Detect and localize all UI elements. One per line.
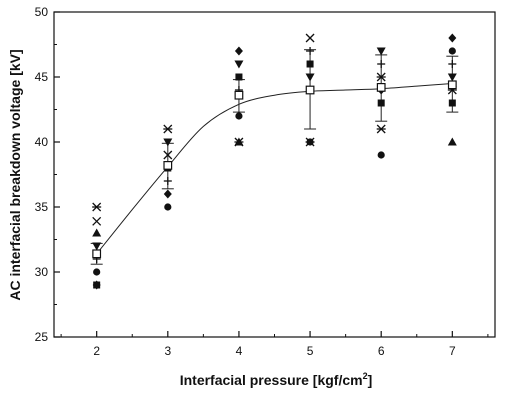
data-points xyxy=(92,33,457,290)
mean-points xyxy=(92,80,457,259)
x-tick-label: 3 xyxy=(164,344,171,358)
data-point-plus xyxy=(306,47,315,55)
marker-shape xyxy=(447,73,457,82)
marker-shape xyxy=(92,280,101,290)
marker-shape xyxy=(377,99,385,107)
y-tick-label: 25 xyxy=(35,330,49,344)
data-point-cross xyxy=(92,216,102,226)
x-tick-label: 7 xyxy=(449,344,456,358)
data-point-filled-circle xyxy=(164,203,172,211)
data-point-filled-diamond xyxy=(448,33,457,43)
data-point-filled-diamond xyxy=(92,280,101,290)
data-point-filled-triangle-up xyxy=(447,137,457,146)
data-point-cross xyxy=(163,150,173,160)
data-point-filled-diamond xyxy=(163,189,172,199)
data-point-filled-triangle-down xyxy=(447,73,457,82)
marker-shape xyxy=(234,60,244,69)
data-point-filled-triangle-up xyxy=(92,228,102,237)
marker-shape xyxy=(448,99,456,107)
x-axis-label-main: Interfacial pressure [kgf/cm xyxy=(180,372,363,388)
data-point-filled-triangle-down xyxy=(92,242,102,251)
error-bars xyxy=(90,49,459,265)
x-axis-label: Interfacial pressure [kgf/cm2] xyxy=(180,371,373,388)
data-point-filled-circle xyxy=(235,112,243,120)
data-point-filled-triangle-down xyxy=(305,73,315,82)
data-point-plus xyxy=(377,60,386,68)
data-point-open-square xyxy=(376,82,386,92)
marker-shape xyxy=(234,46,243,56)
data-point-asterisk xyxy=(376,72,386,82)
marker-shape xyxy=(376,82,386,92)
data-point-filled-triangle-down xyxy=(234,60,244,69)
data-point-filled-diamond xyxy=(234,46,243,56)
marker-stroke xyxy=(305,33,315,43)
marker-shape xyxy=(448,33,457,43)
y-tick-label: 50 xyxy=(35,5,49,19)
data-point-asterisk xyxy=(92,202,102,212)
data-point-filled-square xyxy=(448,99,456,107)
marker-shape xyxy=(164,203,172,211)
marker-shape xyxy=(92,249,102,259)
y-tick-label: 30 xyxy=(35,265,49,279)
fit-curve-line xyxy=(96,83,453,255)
y-axis-ticks: 25 30 35 40 45 50 xyxy=(35,5,60,344)
data-point-filled-square xyxy=(306,60,314,68)
y-axis-label: AC interfacial breakdown voltage [kV] xyxy=(7,49,23,300)
data-point-open-square xyxy=(163,161,173,170)
data-point-asterisk xyxy=(234,137,244,147)
data-point-cross xyxy=(305,33,315,43)
marker-stroke xyxy=(163,150,173,160)
data-point-filled-triangle-down xyxy=(376,47,386,56)
x-tick-label: 6 xyxy=(378,344,385,358)
data-point-filled-triangle-down xyxy=(163,138,173,147)
data-point-filled-circle xyxy=(93,268,101,276)
marker-shape xyxy=(92,242,102,251)
x-axis-label-sup: 2 xyxy=(363,371,368,381)
y-tick-label: 40 xyxy=(35,135,49,149)
marker-shape xyxy=(306,60,314,68)
marker-shape xyxy=(376,47,386,56)
data-point-filled-square xyxy=(377,99,385,107)
data-point-filled-circle xyxy=(448,47,456,55)
data-point-plus xyxy=(448,60,457,68)
marker-shape xyxy=(163,161,173,170)
data-point-asterisk xyxy=(163,124,173,134)
marker-shape xyxy=(92,228,102,237)
data-point-open-square xyxy=(92,249,102,259)
x-axis-label-end: ] xyxy=(368,372,373,388)
marker-stroke xyxy=(92,216,102,226)
marker-shape xyxy=(235,73,243,81)
data-point-open-square xyxy=(305,85,315,95)
data-point-asterisk xyxy=(305,137,315,147)
data-point-plus xyxy=(163,177,172,185)
marker-shape xyxy=(163,189,172,199)
data-point-asterisk xyxy=(376,124,386,134)
data-point-open-square xyxy=(447,80,457,90)
x-axis-ticks: 2 3 4 5 6 7 xyxy=(60,331,489,358)
marker-shape xyxy=(93,268,101,276)
marker-shape xyxy=(448,47,456,55)
y-tick-label: 45 xyxy=(35,70,49,84)
data-point-open-square xyxy=(234,90,244,100)
marker-shape xyxy=(447,80,457,90)
data-point-filled-circle xyxy=(377,151,385,159)
marker-shape xyxy=(163,138,173,147)
marker-shape xyxy=(447,137,457,146)
marker-shape xyxy=(305,73,315,82)
marker-shape xyxy=(377,151,385,159)
x-tick-label: 2 xyxy=(93,344,100,358)
data-point-filled-square xyxy=(235,73,243,81)
marker-shape xyxy=(234,90,244,100)
x-tick-label: 4 xyxy=(236,344,243,358)
marker-shape xyxy=(235,112,243,120)
plot-frame xyxy=(53,11,496,338)
x-tick-label: 5 xyxy=(307,344,314,358)
marker-shape xyxy=(305,85,315,95)
y-tick-label: 35 xyxy=(35,200,49,214)
